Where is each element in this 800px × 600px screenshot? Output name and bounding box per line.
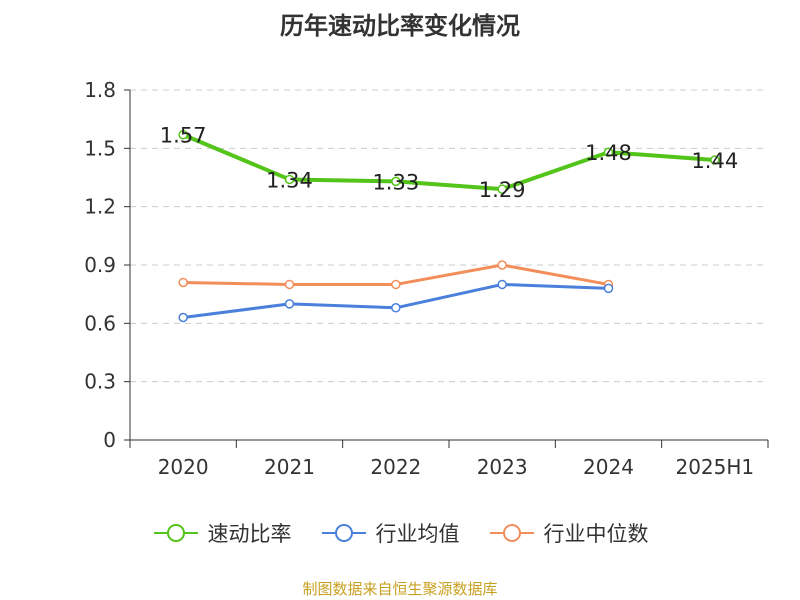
data-point — [284, 299, 295, 309]
x-tick-label: 2025H1 — [675, 455, 754, 479]
y-tick-label: 1.5 — [84, 136, 116, 160]
legend-label: 行业均值 — [375, 522, 460, 546]
y-tick-label: 0 — [103, 428, 116, 452]
x-tick-label: 2023 — [477, 455, 528, 479]
data-label: 1.33 — [372, 170, 419, 194]
data-point — [497, 260, 507, 270]
data-point — [391, 279, 401, 290]
data-point — [178, 277, 188, 288]
data-point — [178, 129, 188, 140]
legend-line-icon — [153, 524, 198, 542]
legend-line-icon — [489, 524, 534, 542]
data-point — [178, 312, 188, 323]
legend: 速动比率 行业均值 行业中位数 — [0, 518, 800, 548]
legend-label: 速动比率 — [207, 522, 292, 546]
data-point — [710, 155, 720, 165]
y-tick-label: 0.9 — [84, 253, 116, 277]
y-tick-label: 0.3 — [84, 370, 116, 394]
y-tick-label: 0.6 — [84, 311, 116, 335]
data-point — [391, 303, 401, 313]
data-point — [391, 176, 401, 187]
data-label: 1.29 — [479, 178, 526, 202]
x-tick-label: 2021 — [264, 455, 315, 479]
chart-title: 历年速动比率变化情况 — [280, 12, 520, 40]
series-line — [182, 132, 715, 192]
y-tick-label: 1.8 — [84, 78, 116, 102]
legend-item-quick-ratio[interactable]: 速动比率 — [152, 518, 292, 548]
data-label: 1.34 — [266, 168, 313, 192]
legend-item-industry-mean[interactable]: 行业均值 — [320, 518, 460, 548]
data-point — [603, 283, 614, 294]
series-line — [182, 282, 609, 319]
x-tick-label: 2024 — [583, 455, 634, 479]
y-tick-label: 1.2 — [84, 195, 116, 219]
data-point — [603, 147, 614, 157]
legend-item-industry-median[interactable]: 行业中位数 — [488, 518, 649, 548]
data-source-note: 制图数据来自恒生聚源数据库 — [302, 580, 498, 598]
x-tick-label: 2022 — [370, 455, 421, 479]
data-label: 1.44 — [691, 149, 738, 173]
x-tick-label: 2020 — [158, 455, 209, 479]
data-point — [497, 184, 507, 194]
legend-line-icon — [321, 524, 366, 542]
data-point — [284, 174, 295, 185]
data-point — [284, 279, 295, 290]
legend-label: 行业中位数 — [543, 522, 649, 546]
data-point — [497, 279, 507, 290]
data-label: 1.57 — [160, 124, 207, 148]
data-label: 1.48 — [585, 141, 632, 165]
